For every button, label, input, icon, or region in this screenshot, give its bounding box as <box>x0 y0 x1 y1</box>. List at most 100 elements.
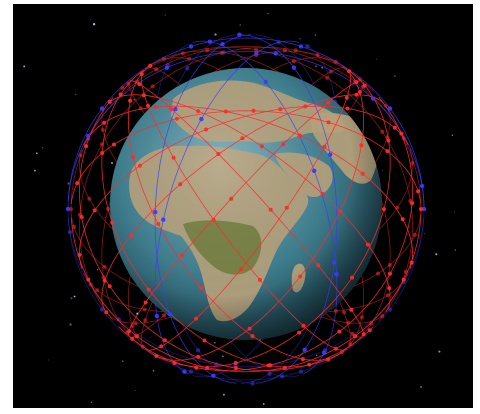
earth-globe <box>110 68 382 340</box>
satellite-marker <box>142 307 147 312</box>
satellite-marker <box>401 277 406 282</box>
satellite-marker <box>419 207 423 211</box>
satellite-marker <box>237 32 242 37</box>
satellite-marker <box>350 275 354 280</box>
satellite-marker <box>156 222 161 226</box>
star <box>314 34 317 36</box>
satellite-marker <box>239 267 243 272</box>
star <box>420 386 422 388</box>
orbit-path <box>107 94 391 313</box>
satellite-marker <box>107 99 112 104</box>
star <box>48 359 49 361</box>
satellite-marker <box>386 138 391 143</box>
satellite-marker <box>298 44 304 49</box>
star <box>381 170 383 171</box>
satellite-marker <box>357 90 362 94</box>
satellite-marker <box>326 357 331 362</box>
star <box>152 369 155 372</box>
satellite-marker <box>268 207 273 212</box>
satellite-marker <box>305 44 310 49</box>
satellite-marker <box>153 209 158 215</box>
satellite-marker <box>410 201 415 206</box>
star <box>299 38 301 40</box>
satellite-marker <box>180 253 184 258</box>
satellite-marker <box>298 369 304 374</box>
orbit-path <box>127 65 340 361</box>
star <box>394 75 396 77</box>
satellite-marker <box>182 369 187 374</box>
satellite-marker <box>107 284 112 289</box>
satellite-marker <box>134 334 139 339</box>
satellite-marker <box>320 191 325 196</box>
satellite-marker <box>194 316 199 321</box>
satellite-marker <box>211 217 216 222</box>
satellite-marker <box>247 326 252 331</box>
satellite-marker <box>284 205 289 210</box>
star <box>316 354 318 356</box>
satellite-marker <box>216 152 221 156</box>
orbit-path <box>101 70 345 368</box>
satellite-marker <box>250 334 255 339</box>
satellite-marker <box>178 182 183 187</box>
satellite-marker <box>102 278 107 283</box>
satellite-marker <box>92 208 97 213</box>
satellite-marker <box>95 288 100 293</box>
star <box>239 24 241 26</box>
satellite-marker <box>300 357 305 362</box>
star <box>90 401 93 403</box>
satellite-marker <box>421 206 427 212</box>
star <box>73 295 76 298</box>
star <box>214 33 217 36</box>
satellite-marker <box>87 196 92 201</box>
satellite-marker <box>86 133 91 139</box>
satellite-marker <box>279 374 285 379</box>
satellite-marker <box>325 75 330 80</box>
satellite-marker <box>148 63 153 68</box>
satellite-marker <box>316 263 321 268</box>
satellite-marker <box>137 163 142 168</box>
satellite-marker <box>387 307 393 312</box>
star <box>97 269 99 271</box>
satellite-marker <box>196 354 201 359</box>
satellite-marker <box>211 373 216 378</box>
satellite-marker <box>347 69 351 74</box>
satellite-marker <box>392 125 397 130</box>
satellite-marker <box>293 48 298 53</box>
star <box>135 389 137 391</box>
satellite-marker <box>202 338 207 343</box>
star <box>70 297 73 300</box>
satellite-marker <box>281 142 286 147</box>
star <box>222 355 224 358</box>
satellite-marker <box>353 334 358 339</box>
satellite-marker <box>257 277 262 282</box>
satellite-marker <box>367 328 372 333</box>
satellite-marker <box>65 206 71 212</box>
satellite-marker <box>188 369 194 374</box>
star <box>315 65 318 68</box>
star <box>222 393 226 396</box>
satellite-marker <box>410 161 415 166</box>
star <box>164 14 166 16</box>
satellite-marker <box>349 307 354 312</box>
satellite-marker <box>419 183 425 189</box>
satellite-marker <box>204 127 209 132</box>
star <box>36 152 38 154</box>
satellite-marker <box>302 347 307 352</box>
orbit-path <box>67 208 425 368</box>
satellite-marker <box>282 365 287 370</box>
satellite-marker <box>388 271 392 276</box>
star <box>451 134 454 137</box>
satellite-marker <box>162 313 166 318</box>
satellite-marker <box>332 260 337 265</box>
satellite-marker <box>172 361 177 365</box>
star <box>67 182 70 185</box>
satellite-marker <box>342 310 346 315</box>
orbit-path <box>70 208 422 373</box>
satellite-marker <box>233 366 238 371</box>
satellite-marker <box>100 151 105 155</box>
orbit-lines-front <box>67 34 425 384</box>
orbit-path <box>154 40 300 375</box>
satellite-marker <box>146 287 151 292</box>
satellite-marker <box>198 285 203 290</box>
star <box>23 65 26 68</box>
